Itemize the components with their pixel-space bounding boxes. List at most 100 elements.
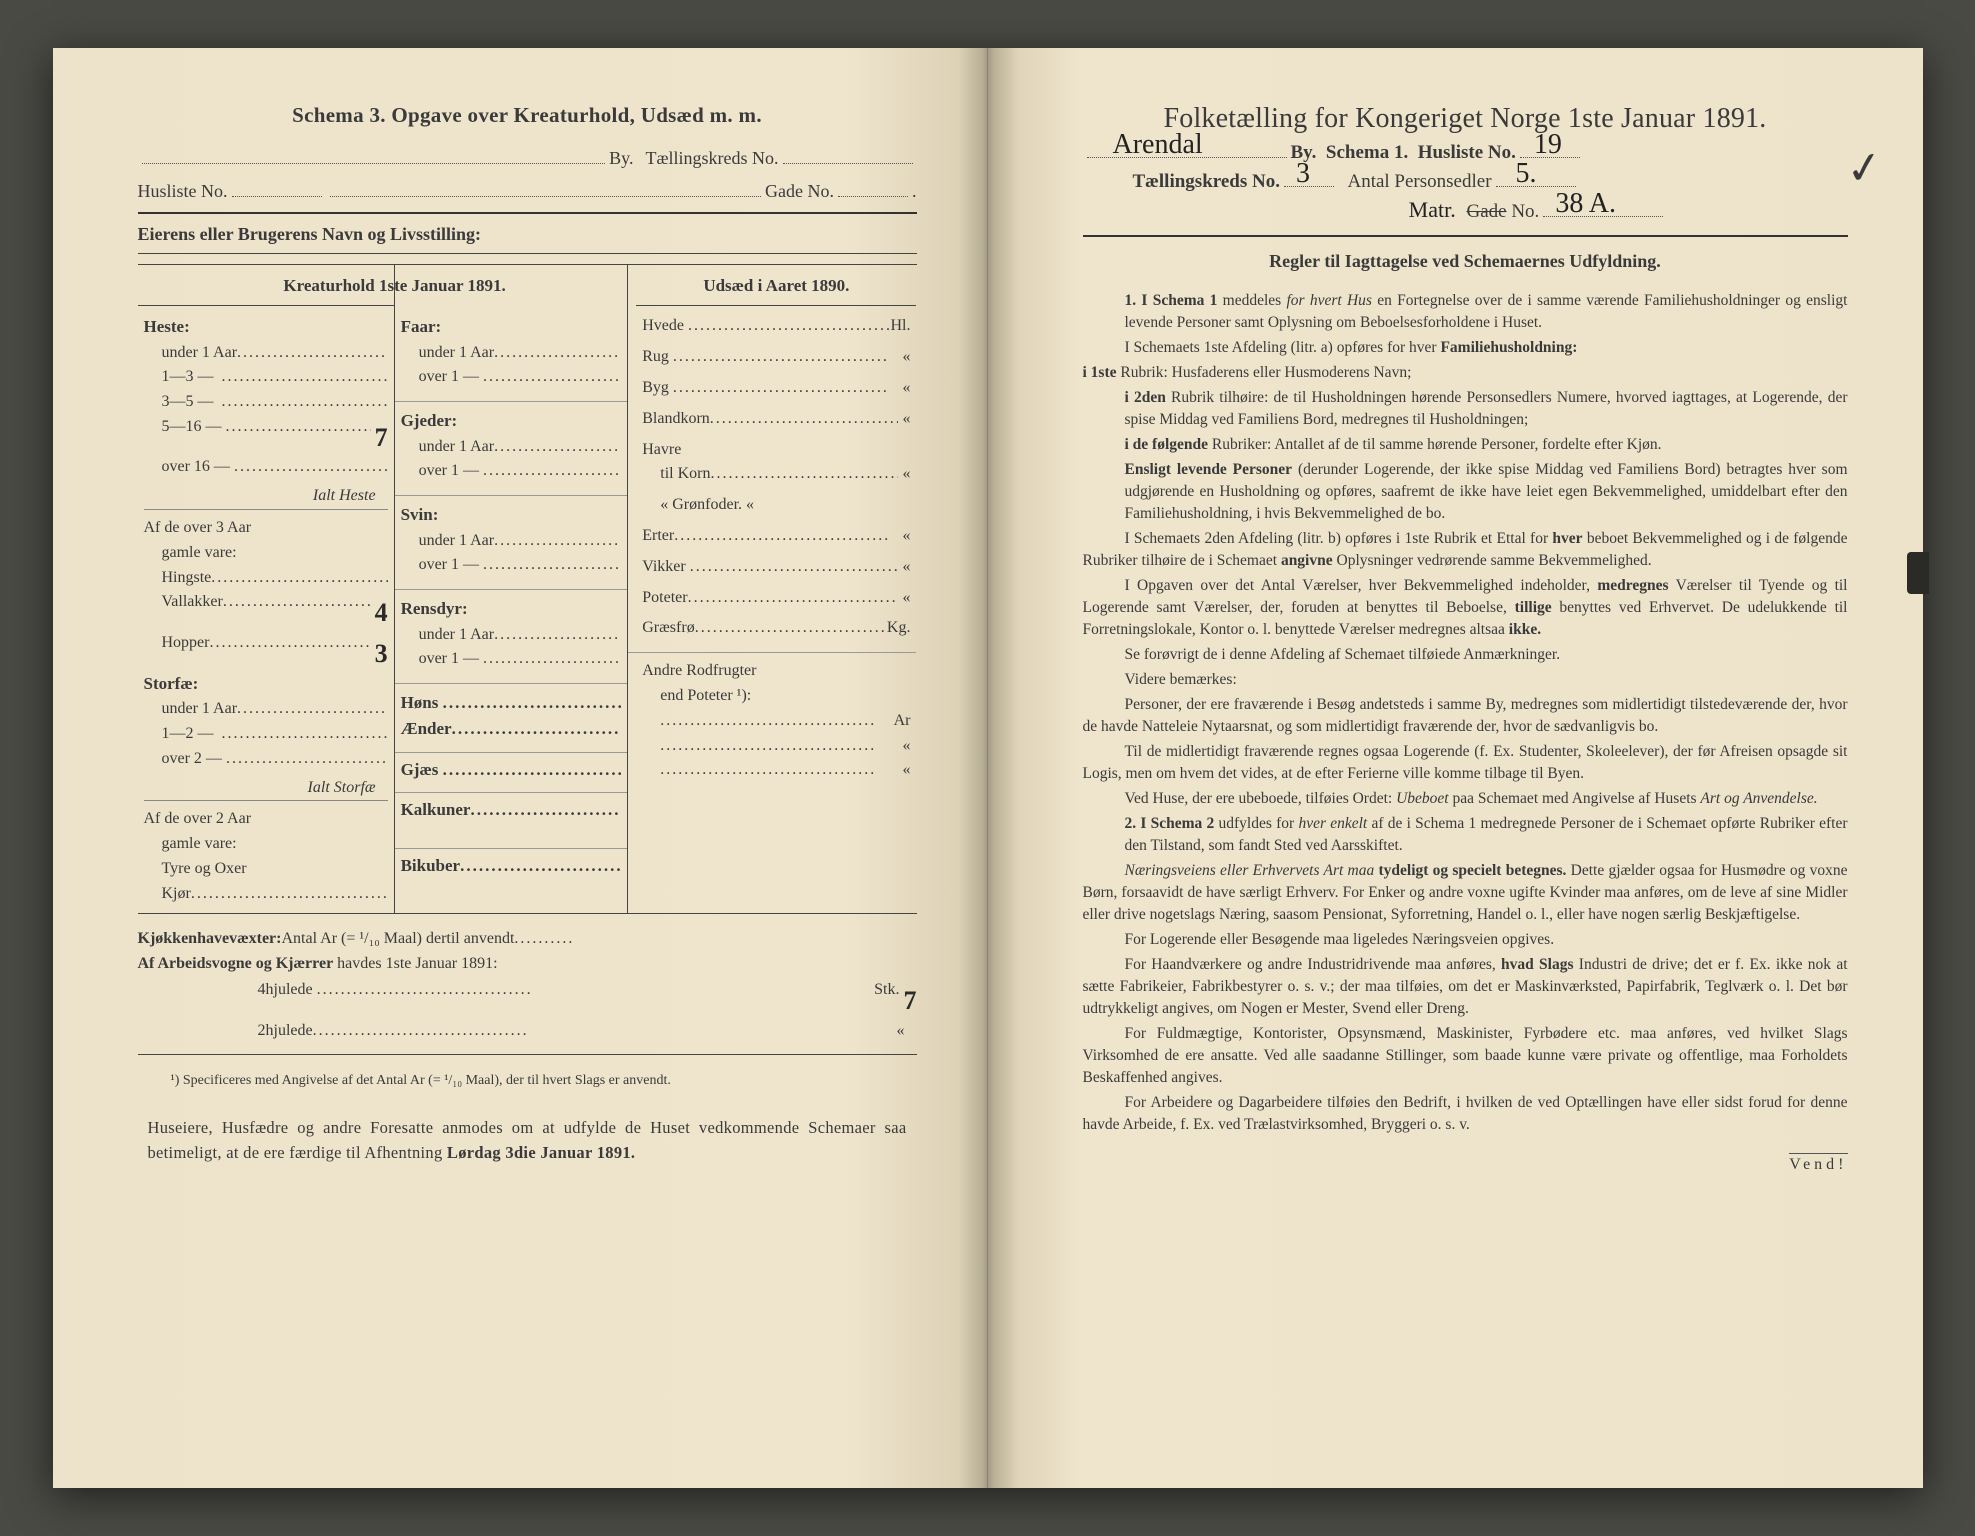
rule-p2: I Schemaets 1ste Afdeling (litr. a) opfø…: [1083, 337, 1848, 359]
havre-korn-row: til Korn «: [660, 462, 910, 487]
bikuber-row: Bikuber: [401, 853, 622, 879]
handwritten-7b: 7: [904, 980, 917, 1022]
rule-1: 1. I Schema 1 meddeles for hvert Hus en …: [1083, 290, 1848, 334]
4hjulede-row: 4hjulede Stk. 7: [138, 977, 917, 1019]
footnote: ¹) Specificeres med Angivelse af det Ant…: [193, 1071, 887, 1091]
divider: [138, 253, 917, 254]
gjeder-row: over 1 —: [419, 459, 622, 484]
rensdyr-row: under 1 Aar: [419, 623, 622, 648]
handwritten-3: 3: [375, 634, 388, 674]
livestock-col2: . Faar: under 1 Aar over 1 — Gjeder: und…: [395, 265, 629, 913]
vend-label: Vend!: [1789, 1153, 1847, 1174]
vallakker-row: Vallakker 4: [162, 590, 388, 630]
rule-p3: i 1ste Rubrik: Husfaderens eller Husmode…: [1083, 362, 1848, 384]
rule-p10: Videre bemærkes:: [1083, 669, 1848, 691]
handwritten-gade: 38 A.: [1549, 188, 1622, 220]
handwritten-4: 4: [375, 593, 388, 633]
livestock-col1: Kreaturhold 1ste Januar 1891. Heste: und…: [138, 265, 395, 913]
andre-rod-label: Andre Rodfrugter: [642, 659, 910, 684]
seed-col: Udsæd i Aaret 1890. Hvede Hl. Rug « Byg …: [628, 265, 916, 913]
rule-p11: Personer, der ere fraværende i Besøg and…: [1083, 694, 1848, 738]
heste-row: 1—3 —: [162, 365, 388, 390]
handwritten-7: 7: [375, 418, 388, 458]
rule-p5: i de følgende Rubriker: Antallet af de t…: [1083, 434, 1848, 456]
havre-label: Havre: [642, 438, 910, 463]
ar-row3: «: [642, 758, 910, 783]
col1-head: Kreaturhold 1ste Januar 1891.: [138, 273, 395, 306]
bottom-block: Kjøkkenhavevæxter: Antal Ar (= ¹/₁₀ Maal…: [138, 926, 917, 1044]
handwritten-husliste: 19: [1528, 129, 1568, 161]
ar-row: Ar: [642, 709, 910, 734]
rule-p15: Næringsveiens eller Erhvervets Art maa t…: [1083, 860, 1848, 926]
kalkuner-row: Kalkuner: [401, 797, 622, 823]
by-kreds-line: By. Tællingskreds No.: [138, 146, 917, 169]
arbeids-line: Af Arbeidsvogne og Kjærrer havdes 1ste J…: [138, 951, 917, 977]
erter-row: Erter «: [642, 524, 910, 549]
tyre-row: Tyre og Oxer: [162, 857, 388, 882]
divider: [1083, 235, 1848, 237]
af3aar: Af de over 3 Aar: [144, 516, 388, 541]
byg-row: Byg «: [642, 376, 910, 401]
divider: [138, 1054, 917, 1055]
by-line: Arendal By. Schema 1. Husliste No. 19: [1083, 139, 1848, 164]
rule-p16: For Logerende eller Besøgende maa ligele…: [1083, 929, 1848, 951]
rule-p9: Se forøvrigt de i denne Afdeling af Sche…: [1083, 644, 1848, 666]
kjor-row: Kjør: [162, 882, 388, 907]
rule-p7: I Schemaets 2den Afdeling (litr. b) opfø…: [1083, 528, 1848, 572]
hons-row: Høns: [401, 690, 622, 716]
rule-p8: I Opgaven over det Antal Værelser, hver …: [1083, 575, 1848, 641]
faar-head: Faar:: [401, 314, 622, 340]
schema3-title: Schema 3. Opgave over Kreaturhold, Udsæd…: [138, 103, 917, 128]
faar-row: under 1 Aar: [419, 341, 622, 366]
kjokken-row: Kjøkkenhavevæxter: Antal Ar (= ¹/₁₀ Maal…: [138, 926, 917, 952]
heste-head: Heste:: [144, 314, 388, 340]
owner-label: Eierens eller Brugerens Navn og Livsstil…: [138, 224, 917, 245]
gade-line: Matr. Gade No. 38 A.: [1083, 197, 1848, 223]
heste-row: 3—5 —: [162, 390, 388, 415]
storfae-row: over 2 —: [162, 747, 388, 772]
vikker-row: Vikker «: [642, 555, 910, 580]
divider: [138, 212, 917, 214]
gamle-vare: gamle vare:: [144, 541, 388, 566]
gjeder-row: under 1 Aar: [419, 435, 622, 460]
heste-row: over 16 —: [162, 455, 388, 480]
handwritten-by: Arendal: [1107, 129, 1209, 161]
hvede-row: Hvede Hl.: [642, 314, 910, 339]
right-page-schema1: Folketælling for Kongeriget Norge 1ste J…: [988, 48, 1923, 1488]
rule-p17: For Haandværkere og andre Industridriven…: [1083, 954, 1848, 1020]
rensdyr-row: over 1 —: [419, 647, 622, 672]
ialt-heste: Ialt Heste: [144, 484, 388, 510]
rule-p6: Ensligt levende Personer (derunder Loger…: [1083, 459, 1848, 525]
storfae-head: Storfæ:: [144, 671, 388, 697]
rule-p18: For Fuldmægtige, Kontorister, Opsynsmænd…: [1083, 1023, 1848, 1089]
handwritten-kreds: 3: [1290, 158, 1316, 190]
census-book-spread: Schema 3. Opgave over Kreaturhold, Udsæd…: [53, 48, 1923, 1488]
storfae-row: 1—2 —: [162, 722, 388, 747]
ialt-storfae: Ialt Storfæ: [144, 776, 388, 802]
gjeder-head: Gjeder:: [401, 408, 622, 434]
storfae-row: under 1 Aar: [162, 697, 388, 722]
rensdyr-head: Rensdyr:: [401, 596, 622, 622]
final-note: Huseiere, Husfædre og andre Foresatte an…: [138, 1115, 917, 1166]
handwritten-matr: Matr.: [1403, 197, 1462, 223]
kreds-line: Tællingskreds No. 3 Antal Personsedler 5…: [1083, 168, 1848, 193]
end-poteter: end Poteter ¹):: [642, 684, 910, 709]
svin-row: over 1 —: [419, 553, 622, 578]
graesfro-row: GræsfrøKg.: [642, 616, 910, 641]
rules-body: 1. I Schema 1 meddeles for hvert Hus en …: [1083, 290, 1848, 1136]
svin-head: Svin:: [401, 502, 622, 528]
col3-head: Udsæd i Aaret 1890.: [636, 273, 916, 306]
blandkorn-row: Blandkorn «: [642, 407, 910, 432]
rule-p12: Til de midlertidigt fraværende regnes og…: [1083, 741, 1848, 785]
2hjulede-row: 2hjulede «: [138, 1018, 917, 1044]
rules-heading: Regler til Iagttagelse ved Schemaernes U…: [1083, 251, 1848, 272]
rule-p13: Ved Huse, der ere ubeboede, tilføies Ord…: [1083, 788, 1848, 810]
handwritten-antal: 5.: [1510, 158, 1543, 190]
left-page-schema3: Schema 3. Opgave over Kreaturhold, Udsæd…: [53, 48, 988, 1488]
havre-gron-row: « Grønfoder. «: [660, 493, 910, 518]
poteter-row: Poteter «: [642, 586, 910, 611]
hingste-row: Hingste: [162, 566, 388, 591]
rug-row: Rug «: [642, 345, 910, 370]
gamle-vare2: gamle vare:: [144, 832, 388, 857]
aender-row: Ænder: [401, 716, 622, 742]
